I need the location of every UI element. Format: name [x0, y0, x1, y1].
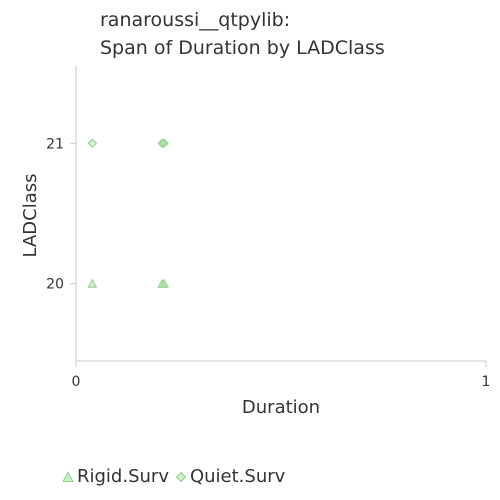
- legend-label-quiet-surv: Quiet.Surv: [190, 466, 285, 487]
- legend-item-quiet-surv: Quiet.Surv: [175, 466, 285, 487]
- x-axis-title: Duration: [242, 397, 320, 418]
- y-tick-label: 21: [46, 136, 64, 152]
- axes: 0 1 20 21: [46, 66, 490, 390]
- triangle-icon: [62, 471, 74, 483]
- y-tick-label: 20: [46, 277, 64, 293]
- data-point-quiet-surv: [88, 139, 96, 147]
- diamond-icon: [175, 471, 187, 483]
- x-tick-label: 1: [482, 374, 491, 390]
- legend-item-rigid-surv: Rigid.Surv: [62, 466, 169, 487]
- legend: Rigid.Surv Quiet.Surv: [62, 466, 291, 487]
- data-point-rigid-surv: [88, 280, 96, 288]
- data-points: [88, 139, 168, 287]
- x-tick-label: 0: [72, 374, 81, 390]
- legend-label-rigid-surv: Rigid.Surv: [77, 466, 169, 487]
- y-axis-title: LADClass: [20, 174, 41, 258]
